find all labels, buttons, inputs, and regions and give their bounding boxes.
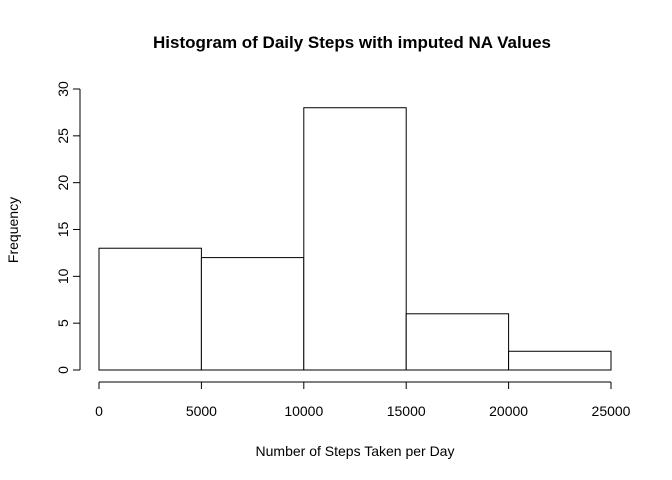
y-tick-label-2: 10 — [55, 268, 71, 284]
histogram-bar-2 — [303, 107, 407, 371]
x-tick-label-1: 5000 — [186, 403, 217, 419]
y-tick-label-0: 0 — [55, 366, 71, 374]
x-tick-label-0: 0 — [95, 403, 103, 419]
y-tick-label-3: 15 — [55, 222, 71, 238]
histogram-bar-3 — [405, 313, 510, 371]
histogram-bar-0 — [98, 247, 202, 371]
x-tick-label-2: 10000 — [284, 403, 323, 419]
y-tick-label-4: 20 — [55, 175, 71, 191]
x-tick-label-4: 20000 — [489, 403, 528, 419]
y-axis-label: Frequency — [5, 197, 21, 263]
y-axis: 0 5 10 15 20 25 30 — [55, 81, 81, 374]
x-axis: 0 5000 10000 15000 20000 25000 — [95, 381, 631, 419]
y-tick-label-1: 5 — [55, 319, 71, 327]
y-tick-label-5: 25 — [55, 128, 71, 144]
histogram-bar-4 — [508, 350, 612, 371]
chart-title: Histogram of Daily Steps with imputed NA… — [153, 33, 551, 52]
x-tick-label-3: 15000 — [387, 403, 426, 419]
bars-group — [98, 107, 612, 371]
histogram-bar-1 — [200, 257, 305, 371]
x-tick-label-5: 25000 — [592, 403, 631, 419]
x-axis-label: Number of Steps Taken per Day — [256, 443, 455, 459]
y-tick-label-6: 30 — [55, 81, 71, 97]
